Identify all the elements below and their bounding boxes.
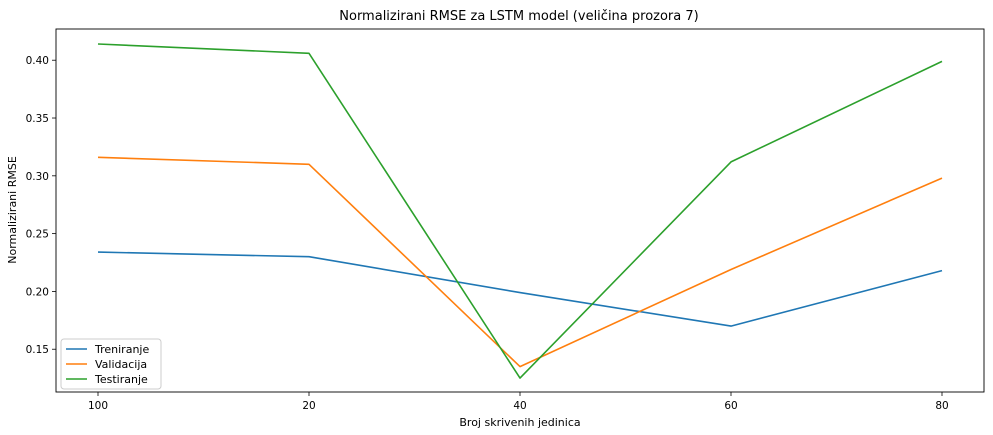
y-tick-label: 0.15 — [26, 344, 49, 356]
x-tick-label: 60 — [724, 400, 737, 412]
x-tick-label: 80 — [935, 400, 948, 412]
x-tick-label: 40 — [513, 400, 526, 412]
y-tick-label: 0.35 — [26, 113, 49, 125]
y-axis-label: Normalizirani RMSE — [6, 156, 19, 264]
legend: Treniranje Validacija Testiranje — [60, 338, 162, 390]
plot-area — [55, 28, 985, 393]
y-tick-label: 0.40 — [26, 55, 49, 67]
x-axis-label: Broj skrivenih jedinica — [459, 416, 580, 429]
series-line-treniranje — [97, 251, 943, 327]
y-tick-label: 0.25 — [26, 229, 49, 241]
x-tick-label: 20 — [302, 400, 315, 412]
y-tick-label: 0.20 — [26, 286, 49, 298]
y-axis: 0.15 0.20 0.25 0.30 0.35 0.40 — [26, 55, 56, 356]
x-tick-label: 100 — [88, 400, 108, 412]
x-axis: 100 20 40 60 80 — [88, 392, 949, 412]
series-line-validacija — [97, 156, 943, 368]
y-tick-label: 0.30 — [26, 171, 49, 183]
legend-box — [60, 338, 162, 390]
legend-label: Validacija — [95, 358, 147, 371]
chart-title: Normalizirani RMSE za LSTM model (veliči… — [339, 9, 698, 24]
legend-label: Treniranje — [94, 343, 149, 356]
legend-label: Testiranje — [94, 373, 148, 386]
series-line-testiranje — [97, 43, 943, 379]
series-layer — [97, 43, 943, 379]
